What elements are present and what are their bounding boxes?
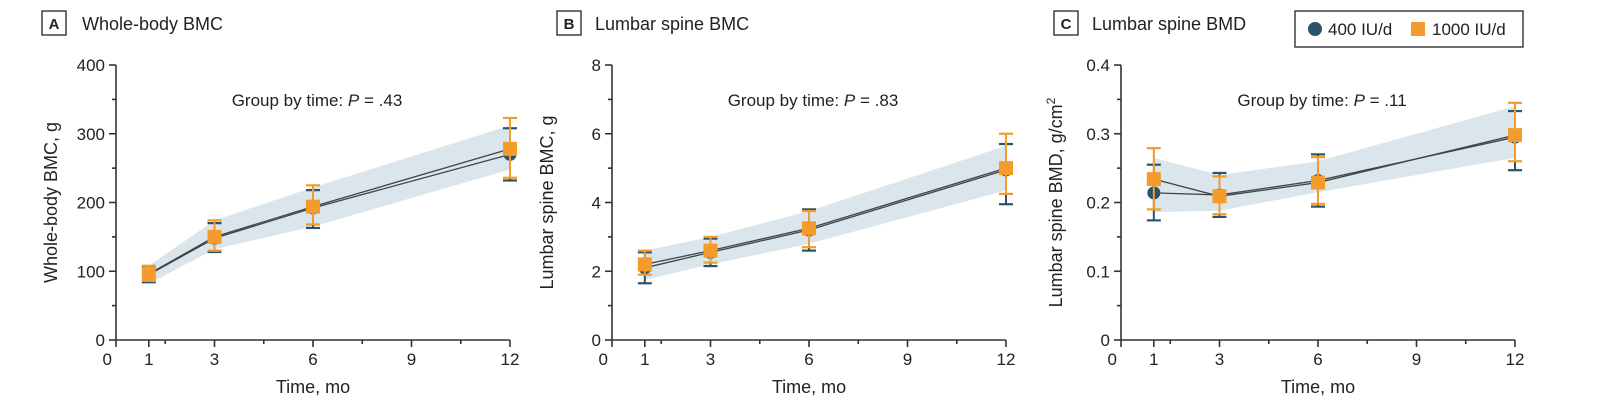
x-tick-label: 3 — [1215, 350, 1224, 369]
x-tick-label: 3 — [210, 350, 219, 369]
data-point-square — [306, 199, 320, 214]
series-line — [148, 153, 511, 276]
data-point-square — [1212, 189, 1227, 204]
y-tick-label: 0 — [96, 331, 105, 350]
y-axis-title-text: Lumbar spine BMD, g/cm — [1046, 104, 1066, 307]
group-by-time-annotation: Group by time: P = .83 — [728, 91, 899, 110]
y-tick-label: 0.3 — [1086, 125, 1110, 144]
legend-label-400: 400 IU/d — [1328, 20, 1392, 39]
annotation-prefix: Group by time: — [1237, 91, 1353, 110]
data-point-square — [1508, 128, 1522, 143]
annotation-p: P — [1354, 91, 1366, 110]
x-tick-label: 0 — [103, 350, 112, 369]
panel-letter: C — [1061, 16, 1072, 33]
panel-letter-box — [41, 10, 67, 36]
data-point-square — [1311, 175, 1325, 190]
y-tick-label: 300 — [77, 125, 105, 144]
x-tick-label: 1 — [640, 350, 649, 369]
x-axis-title: Time, mo — [276, 377, 350, 397]
x-tick-label: 6 — [1313, 350, 1322, 369]
y-tick-label: 6 — [592, 125, 601, 144]
y-axis-title-text: Whole-body BMC, g — [41, 122, 61, 283]
x-tick-label: 9 — [1412, 350, 1421, 369]
y-tick-label: 0 — [592, 331, 601, 350]
y-axis-title-superscript: 2 — [1044, 97, 1058, 104]
confidence-band — [644, 145, 1006, 280]
legend: 400 IU/d 1000 IU/d — [1294, 10, 1524, 48]
data-point-square — [141, 267, 156, 281]
annotation-p: P — [844, 91, 856, 110]
x-tick-label: 6 — [308, 350, 317, 369]
y-tick-label: 0.1 — [1086, 262, 1110, 281]
panel-title: Lumbar spine BMC — [595, 14, 749, 34]
x-tick-label: 3 — [706, 350, 715, 369]
y-tick-label: 8 — [592, 56, 601, 75]
y-axis-title: Lumbar spine BMD, g/cm2 — [1044, 97, 1066, 307]
panel-title: Whole-body BMC — [82, 14, 223, 34]
series-line — [1153, 134, 1516, 197]
series-line — [148, 148, 511, 275]
x-tick-label: 9 — [903, 350, 912, 369]
series-1000 — [141, 116, 517, 282]
y-tick-label: 2 — [592, 262, 601, 281]
annotation-p: P — [348, 91, 360, 110]
legend-box — [1294, 10, 1524, 48]
series-1000 — [1146, 101, 1522, 216]
x-tick-label: 12 — [997, 350, 1016, 369]
x-tick-label: 9 — [407, 350, 416, 369]
series-line — [644, 169, 1007, 269]
y-axis-title: Whole-body BMC, g — [41, 122, 61, 283]
y-tick-label: 0.4 — [1086, 56, 1110, 75]
annotation-value: = .11 — [1365, 91, 1407, 110]
data-point-square — [802, 221, 816, 236]
panel-c: C Lumbar spine BMD 0 0.1 0.2 0.3 0.4 0 1 3 6 9 12 Tim… — [1044, 10, 1525, 397]
confidence-band — [1153, 106, 1515, 213]
y-tick-label: 0.2 — [1086, 194, 1110, 213]
legend-label-1000: 1000 IU/d — [1432, 20, 1506, 39]
panel-title: Lumbar spine BMD — [1092, 14, 1246, 34]
group-by-time-annotation: Group by time: P = .43 — [232, 91, 403, 110]
y-axis-title: Lumbar spine BMC, g — [537, 115, 557, 289]
panel-letter-box — [556, 10, 582, 36]
x-axis-title: Time, mo — [772, 377, 846, 397]
panel-a: A Whole-body BMC 0 100 200 300 400 0 1 3 6 9 12 Time,… — [41, 10, 520, 397]
x-tick-label: 12 — [1506, 350, 1525, 369]
y-tick-label: 400 — [77, 56, 105, 75]
group-by-time-annotation: Group by time: P = .11 — [1237, 91, 1406, 110]
data-point-square — [1146, 172, 1161, 187]
data-point-square — [207, 229, 222, 244]
x-axis-title: Time, mo — [1281, 377, 1355, 397]
y-axis-title-text: Lumbar spine BMC, g — [537, 115, 557, 289]
series-1000 — [637, 132, 1013, 276]
annotation-prefix: Group by time: — [232, 91, 348, 110]
panel-letter: A — [49, 16, 60, 33]
panel-letter-box — [1053, 10, 1079, 36]
y-tick-label: 0 — [1101, 331, 1110, 350]
panel-b: B Lumbar spine BMC 0 2 4 6 8 0 1 3 6 9 12 Time, mo Lum… — [537, 10, 1016, 397]
series-line — [644, 167, 1007, 266]
legend-marker-400 — [1308, 22, 1322, 36]
data-point-square — [703, 243, 718, 258]
x-tick-label: 1 — [1149, 350, 1158, 369]
x-tick-label: 0 — [599, 350, 608, 369]
x-tick-label: 1 — [144, 350, 153, 369]
data-point-square — [637, 257, 652, 272]
legend-marker-1000 — [1411, 22, 1425, 36]
y-tick-label: 4 — [592, 194, 601, 213]
y-tick-label: 100 — [77, 262, 105, 281]
data-point-square — [503, 141, 517, 156]
y-tick-label: 200 — [77, 194, 105, 213]
annotation-value: = .43 — [359, 91, 402, 110]
annotation-value: = .83 — [855, 91, 898, 110]
panel-letter: B — [564, 16, 575, 33]
data-point-square — [999, 161, 1013, 176]
x-tick-label: 6 — [804, 350, 813, 369]
x-tick-label: 12 — [501, 350, 520, 369]
confidence-band — [148, 125, 511, 284]
x-tick-label: 0 — [1108, 350, 1117, 369]
annotation-prefix: Group by time: — [728, 91, 844, 110]
